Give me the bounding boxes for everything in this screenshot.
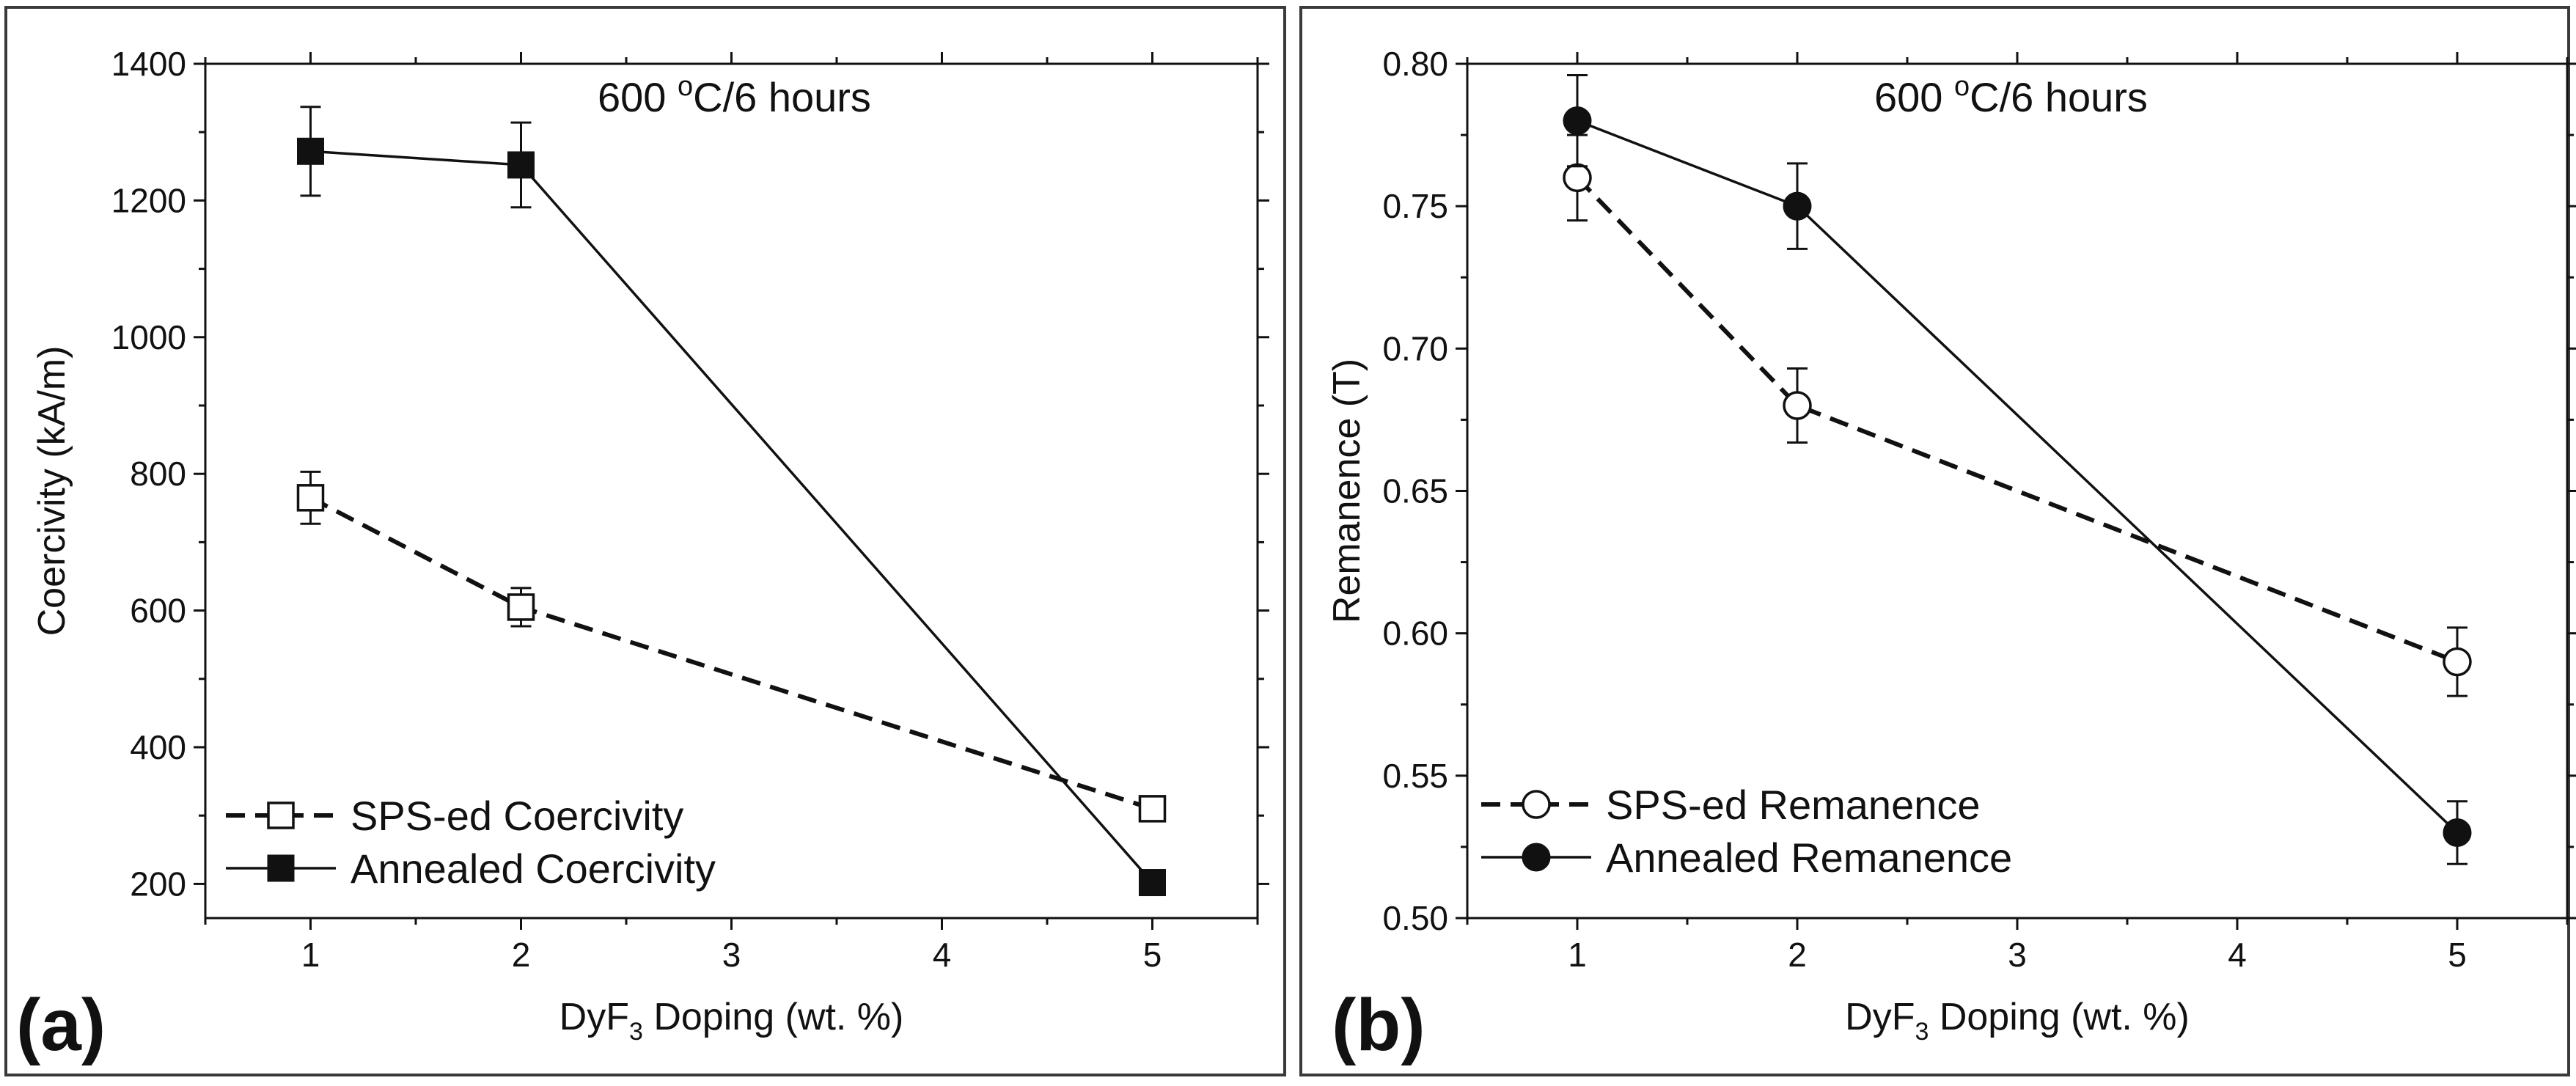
series-line-0 <box>1575 176 2459 664</box>
x-axis-title-part: Doping (wt. %) <box>1929 996 2189 1038</box>
y-tick-label: 1200 <box>111 181 186 219</box>
y-tick-label: 0.75 <box>1382 187 1448 225</box>
data-point-1 <box>2443 818 2472 847</box>
data-point-0 <box>2443 647 2472 677</box>
y-axis-title: Remanence (T) <box>1326 359 1368 623</box>
y-tick-label: 0.80 <box>1382 45 1448 83</box>
y-tick-label: 800 <box>130 455 186 493</box>
legend-marker-0 <box>1522 790 1551 819</box>
condition-annotation-part: o <box>1954 71 1970 102</box>
x-axis-title-part: 3 <box>1915 1018 1929 1046</box>
legend-label-1: Annealed Coercivity <box>351 845 716 892</box>
y-tick-label: 1400 <box>111 45 186 83</box>
y-tick-label: 0.60 <box>1382 614 1448 653</box>
x-tick-label: 3 <box>722 936 741 974</box>
x-tick-label: 2 <box>1788 936 1807 974</box>
condition-annotation: 600 oC/6 hours <box>598 71 871 120</box>
coercivity-chart: 1 2 3 4 5 200 400 600 800 1000 1200 1400 600 oC/6 ho… <box>16 45 1269 1066</box>
chart-panel-b: 1 2 3 4 5 0.50 0.55 0.60 0.65 0.70 0.75 0.80 600 oC/… <box>1299 6 2576 1076</box>
y-tick-label: 600 <box>130 592 186 630</box>
condition-annotation-part: 600 <box>598 74 678 120</box>
x-tick-label: 3 <box>2008 936 2027 974</box>
plot-frame <box>204 62 1259 920</box>
x-tick-label: 1 <box>301 936 320 974</box>
y-axis-title: Coercivity (kA/m) <box>31 346 73 636</box>
x-axis-title: DyF3 Doping (wt. %) <box>1845 996 2190 1046</box>
panel-label: (a) <box>16 984 106 1066</box>
data-point-1 <box>1563 106 1592 136</box>
legend-label-0: SPS-ed Remanence <box>1606 782 1981 828</box>
data-point-1 <box>1783 191 1812 221</box>
legend-marker-1 <box>267 854 295 882</box>
data-point-0 <box>1783 391 1812 420</box>
y-tick-label: 1000 <box>111 318 186 356</box>
y-tick-label: 0.50 <box>1382 899 1448 937</box>
series-line-1 <box>310 150 1153 884</box>
condition-annotation-part: 600 <box>1874 74 1954 120</box>
data-point-1 <box>297 137 324 165</box>
series-line-0 <box>309 496 1153 811</box>
chart-panel-a: 1 2 3 4 5 200 400 600 800 1000 1200 1400 600 oC/6 ho… <box>4 6 1286 1076</box>
x-tick-label: 1 <box>1568 936 1587 974</box>
data-point-0 <box>296 484 325 512</box>
x-axis-title-part: DyF <box>559 996 629 1038</box>
data-point-1 <box>507 151 535 179</box>
legend-label-0: SPS-ed Coercivity <box>351 793 683 839</box>
condition-annotation-part: C/6 hours <box>693 74 871 120</box>
condition-annotation-part: C/6 hours <box>1970 74 2148 120</box>
x-axis-title-part: DyF <box>1845 996 1915 1038</box>
y-tick-label: 200 <box>130 865 186 903</box>
y-tick-label: 0.70 <box>1382 329 1448 367</box>
x-axis-title-part: Doping (wt. %) <box>643 996 903 1038</box>
y-tick-label: 0.55 <box>1382 757 1448 795</box>
data-point-0 <box>1138 795 1167 823</box>
x-tick-label: 4 <box>933 936 952 974</box>
condition-annotation: 600 oC/6 hours <box>1874 71 2148 120</box>
x-axis-title-part: 3 <box>629 1018 643 1046</box>
x-tick-label: 5 <box>2448 936 2467 974</box>
y-tick-label: 0.65 <box>1382 472 1448 510</box>
legend-marker-1 <box>1522 843 1551 872</box>
data-point-0 <box>507 593 535 621</box>
legend-marker-0 <box>267 801 295 829</box>
legend-label-1: Annealed Remanence <box>1606 834 2012 881</box>
x-axis-title: DyF3 Doping (wt. %) <box>559 996 904 1046</box>
x-tick-label: 2 <box>512 936 531 974</box>
data-point-0 <box>1563 163 1592 193</box>
data-point-1 <box>1139 869 1166 897</box>
panel-label: (b) <box>1332 984 1425 1066</box>
remanence-chart: 1 2 3 4 5 0.50 0.55 0.60 0.65 0.70 0.75 0.80 600 oC/… <box>1326 45 2576 1066</box>
series-line-1 <box>1577 120 2459 834</box>
x-tick-label: 4 <box>2228 936 2247 974</box>
condition-annotation-part: o <box>678 71 693 102</box>
x-tick-label: 5 <box>1143 936 1162 974</box>
y-tick-label: 400 <box>130 728 186 766</box>
